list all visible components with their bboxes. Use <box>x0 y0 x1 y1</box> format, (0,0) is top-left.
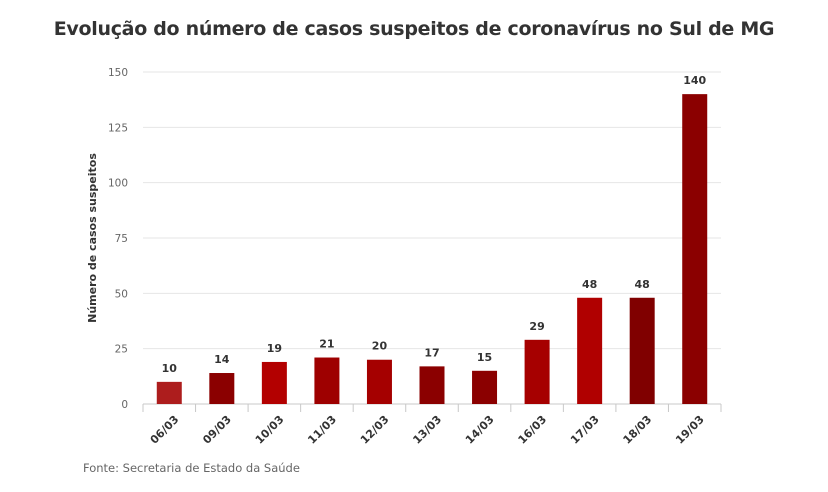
x-tick-label: 10/03 <box>253 413 287 447</box>
chart-title: Evolução do número de casos suspeitos de… <box>53 18 775 40</box>
data-label: 140 <box>683 74 706 87</box>
x-axis-ticks: 06/03 09/03 10/03 11/03 12/03 13/03 14/03 16/03… <box>142 404 722 447</box>
bar <box>209 373 235 404</box>
bar <box>524 339 550 404</box>
data-label: 14 <box>214 353 230 366</box>
data-label: 19 <box>267 342 282 355</box>
y-tick-label: 50 <box>115 288 128 300</box>
y-tick-label: 0 <box>121 399 128 411</box>
data-labels: 10 14 19 21 20 17 15 29 48 48 140 <box>162 74 707 375</box>
x-tick-label: 18/03 <box>621 413 655 447</box>
x-tick-label: 14/03 <box>463 413 497 447</box>
y-tick-label: 100 <box>108 178 128 190</box>
x-tick-label: 11/03 <box>305 413 339 447</box>
bar <box>682 94 708 404</box>
x-tick-label: 09/03 <box>200 413 234 447</box>
y-tick-label: 75 <box>115 233 128 245</box>
x-tick-label: 13/03 <box>410 413 444 447</box>
bar <box>366 359 392 404</box>
data-label: 17 <box>424 346 439 359</box>
data-label: 21 <box>319 338 334 351</box>
data-label: 15 <box>477 351 492 364</box>
y-tick-label: 25 <box>115 344 128 356</box>
bar <box>629 297 655 404</box>
bar <box>419 366 445 404</box>
data-label: 48 <box>582 278 597 291</box>
x-tick-label: 12/03 <box>358 413 392 447</box>
bar <box>314 357 340 404</box>
bar <box>156 381 182 404</box>
y-tick-label: 150 <box>108 67 128 79</box>
y-tick-label: 125 <box>108 122 128 134</box>
bars <box>156 94 708 404</box>
x-tick-label: 19/03 <box>673 413 707 447</box>
bar <box>472 370 498 404</box>
data-label: 10 <box>162 362 178 375</box>
data-label: 29 <box>529 320 544 333</box>
x-tick-label: 16/03 <box>516 413 550 447</box>
bar <box>577 297 603 404</box>
data-label: 48 <box>635 278 650 291</box>
x-tick-label: 06/03 <box>148 413 182 447</box>
y-axis-title: Número de casos suspeitos <box>86 153 99 323</box>
source-note: Fonte: Secretaria de Estado da Saúde <box>83 461 300 475</box>
bar <box>261 361 287 404</box>
y-axis-ticks: 0 25 50 75 100 125 150 <box>108 67 128 411</box>
x-tick-label: 17/03 <box>568 413 602 447</box>
data-label: 20 <box>372 340 388 353</box>
